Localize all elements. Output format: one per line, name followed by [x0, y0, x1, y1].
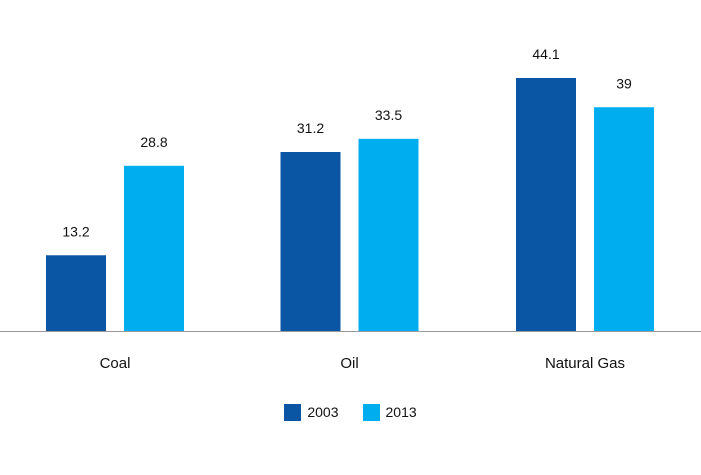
bar-oil-2003 — [280, 152, 341, 331]
data-label-coal-2003: 13.2 — [62, 223, 89, 239]
bar-coal-2003 — [46, 255, 106, 331]
data-label-coal-2013: 28.8 — [140, 134, 167, 150]
data-label-natural-gas-2003: 44.1 — [532, 46, 559, 62]
legend-label-2003: 2003 — [307, 404, 339, 420]
x-tick-label-natural-gas: Natural Gas — [545, 355, 625, 372]
legend-swatch-2013 — [362, 403, 380, 421]
legend-item-2013: 2013 — [362, 403, 417, 421]
x-tick-label-oil: Oil — [340, 355, 358, 372]
bar-natural-gas-2013 — [594, 107, 654, 331]
legend-swatch-2003 — [284, 403, 302, 421]
bar-coal-2013 — [124, 165, 184, 331]
data-label-natural-gas-2013: 39 — [616, 75, 632, 91]
data-label-oil-2013: 33.5 — [375, 107, 402, 123]
legend-item-2003: 2003 — [284, 403, 339, 421]
bar-oil-2013 — [358, 138, 419, 331]
legend: 2003 2013 — [0, 400, 701, 424]
bar-natural-gas-2003 — [516, 78, 576, 331]
x-tick-label-coal: Coal — [100, 355, 131, 372]
legend-label-2013: 2013 — [385, 404, 417, 420]
data-label-oil-2003: 31.2 — [297, 120, 324, 136]
